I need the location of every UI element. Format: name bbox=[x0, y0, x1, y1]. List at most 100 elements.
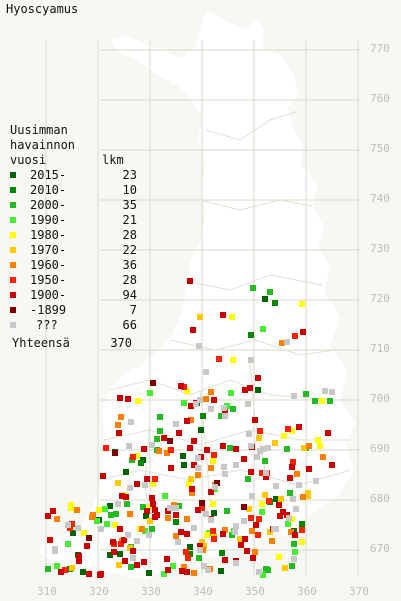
observation-square bbox=[276, 554, 282, 560]
observation-square bbox=[221, 405, 227, 411]
observation-square bbox=[288, 529, 294, 535]
observation-square bbox=[238, 542, 244, 548]
region-border bbox=[205, 111, 297, 141]
observation-square bbox=[292, 549, 298, 555]
observation-square bbox=[154, 436, 160, 442]
observation-square bbox=[149, 526, 155, 532]
observation-square bbox=[273, 483, 279, 489]
observation-square bbox=[117, 551, 123, 557]
observation-square bbox=[211, 510, 217, 516]
observation-square bbox=[271, 526, 277, 532]
observation-square bbox=[165, 567, 171, 573]
legend-row: 2015- 23 bbox=[10, 168, 145, 183]
legend-count: 36 bbox=[122, 258, 137, 272]
legend-row: 2010- 10 bbox=[10, 183, 145, 198]
observation-square bbox=[173, 533, 179, 539]
observation-squares bbox=[45, 278, 335, 578]
observation-square bbox=[233, 560, 239, 566]
observation-square bbox=[263, 470, 269, 476]
observation-square bbox=[128, 419, 134, 425]
legend-row: 1970- 22 bbox=[10, 243, 145, 258]
legend-count: 21 bbox=[122, 213, 137, 227]
observation-square bbox=[76, 553, 82, 559]
observation-square bbox=[230, 406, 236, 412]
observation-square bbox=[50, 508, 56, 514]
observation-square bbox=[284, 339, 290, 345]
legend-col-count: lkm bbox=[102, 153, 124, 167]
observation-square bbox=[320, 454, 326, 460]
observation-square bbox=[197, 397, 203, 403]
observation-square bbox=[126, 443, 132, 449]
observation-square bbox=[75, 525, 81, 531]
observation-square bbox=[128, 564, 134, 570]
observation-square bbox=[130, 454, 136, 460]
observation-square bbox=[189, 490, 195, 496]
observation-square bbox=[265, 445, 271, 451]
observation-square bbox=[70, 530, 76, 536]
observation-square bbox=[259, 501, 265, 507]
observation-square bbox=[176, 430, 182, 436]
observation-square bbox=[299, 539, 305, 545]
observation-square bbox=[203, 511, 209, 517]
northing-label: 760 bbox=[370, 92, 390, 105]
observation-square bbox=[327, 398, 333, 404]
observation-square bbox=[138, 460, 144, 466]
observation-square bbox=[300, 329, 306, 335]
observation-square bbox=[118, 541, 124, 547]
observation-square bbox=[201, 563, 207, 569]
observation-square bbox=[149, 442, 155, 448]
observation-square bbox=[147, 390, 153, 396]
observation-square bbox=[291, 556, 297, 562]
observation-square bbox=[107, 503, 113, 509]
observation-square bbox=[319, 398, 325, 404]
legend-swatch bbox=[10, 202, 16, 208]
observation-square bbox=[180, 453, 186, 459]
observation-square bbox=[191, 438, 197, 444]
observation-square bbox=[246, 506, 252, 512]
legend-count: 94 bbox=[122, 288, 137, 302]
observation-square bbox=[94, 518, 100, 524]
observation-square bbox=[291, 541, 297, 547]
observation-square bbox=[89, 514, 95, 520]
observation-square bbox=[121, 537, 127, 543]
observation-square bbox=[65, 541, 71, 547]
legend-count: 23 bbox=[122, 168, 137, 182]
observation-square bbox=[276, 502, 282, 508]
observation-square bbox=[122, 558, 128, 564]
legend-total: Yhteensä 370 bbox=[12, 336, 132, 350]
observation-square bbox=[146, 570, 152, 576]
observation-square bbox=[98, 526, 104, 532]
observation-square bbox=[256, 569, 262, 575]
observation-square bbox=[68, 502, 74, 508]
observation-square bbox=[201, 543, 207, 549]
observation-square bbox=[219, 550, 225, 556]
observation-square bbox=[123, 494, 129, 500]
observation-square bbox=[140, 504, 146, 510]
legend-row: ??? 66 bbox=[10, 318, 145, 333]
observation-square bbox=[116, 430, 122, 436]
observation-square bbox=[263, 474, 269, 480]
region-border bbox=[199, 199, 313, 211]
easting-label: 350 bbox=[245, 585, 265, 598]
legend-period: 2015- bbox=[30, 168, 67, 182]
observation-square bbox=[322, 388, 328, 394]
observation-square bbox=[184, 569, 190, 575]
observation-square bbox=[199, 505, 205, 511]
observation-square bbox=[233, 523, 239, 529]
total-label: Yhteensä bbox=[12, 336, 70, 350]
observation-square bbox=[291, 393, 297, 399]
observation-square bbox=[241, 456, 247, 462]
observation-square bbox=[62, 567, 68, 573]
observation-square bbox=[211, 397, 217, 403]
easting-label: 310 bbox=[37, 585, 57, 598]
region-border bbox=[103, 429, 350, 446]
northing-label: 710 bbox=[370, 342, 390, 355]
observation-square bbox=[188, 476, 194, 482]
observation-square bbox=[47, 537, 53, 543]
observation-square bbox=[189, 486, 195, 492]
legend-swatch bbox=[10, 292, 16, 298]
observation-square bbox=[198, 427, 204, 433]
total-count: 370 bbox=[110, 336, 132, 350]
observation-square bbox=[110, 539, 116, 545]
